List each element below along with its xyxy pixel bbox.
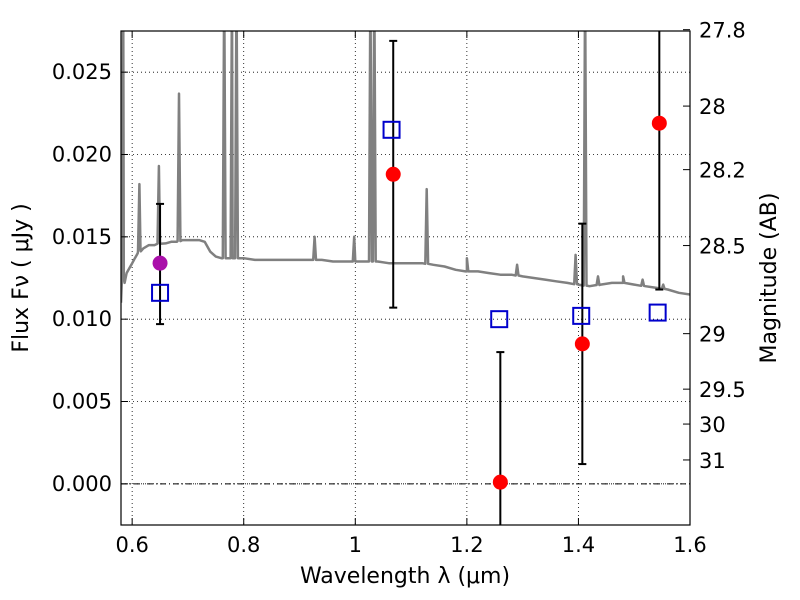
model-photometry-square xyxy=(382,120,401,139)
model-photometry-square xyxy=(648,303,667,322)
plot-frame xyxy=(120,30,691,526)
y-tick-label: 0.025 xyxy=(52,60,112,84)
x-tick-label: 0.8 xyxy=(227,533,260,557)
observed-flux-point xyxy=(385,166,401,182)
y-tick-labels: 0.000 0.005 0.010 0.015 0.020 0.025 xyxy=(52,60,112,496)
y-tick-label: 0.010 xyxy=(52,307,112,331)
observed-flux-points xyxy=(152,115,667,490)
x-tick-label: 1 xyxy=(349,533,362,557)
model-photometry-squares xyxy=(151,120,667,329)
observed-flux-point xyxy=(492,474,508,490)
magnitude-tick-labels: 27.8 28 28.2 28.5 29 29.5 30 31 xyxy=(699,19,746,473)
error-bars xyxy=(156,31,664,525)
magnitude-tick-label: 31 xyxy=(699,449,726,473)
magnitude-tick-label: 27.8 xyxy=(699,19,746,43)
model-spectrum-line xyxy=(121,31,690,303)
x-tick-label: 1.6 xyxy=(673,533,706,557)
magnitude-tick-label: 29 xyxy=(699,323,726,347)
x-tick-label: 0.6 xyxy=(115,533,148,557)
x-axis-label: Wavelength λ (μm) xyxy=(300,564,510,589)
axis-ticks xyxy=(121,29,691,525)
observed-flux-point xyxy=(574,336,590,352)
model-photometry-square xyxy=(151,283,170,302)
y-tick-label: 0.015 xyxy=(52,225,112,249)
y-tick-label: 0.000 xyxy=(52,472,112,496)
observed-flux-point xyxy=(651,115,667,131)
y-tick-label: 0.020 xyxy=(52,143,112,167)
grid-lines xyxy=(121,31,691,525)
observed-flux-point xyxy=(152,255,168,271)
x-tick-label: 1.4 xyxy=(562,533,595,557)
model-photometry-square xyxy=(490,310,509,329)
magnitude-tick-label: 29.5 xyxy=(699,378,746,402)
magnitude-tick-label: 28.2 xyxy=(699,159,746,183)
model-photometry-square xyxy=(572,306,591,325)
magnitude-tick-label: 30 xyxy=(699,413,726,437)
y-axis-label: Flux Fν ( μJy ) xyxy=(9,203,34,352)
magnitude-tick-label: 28.5 xyxy=(699,235,746,259)
magnitude-tick-label: 28 xyxy=(699,95,726,119)
y-tick-label: 0.005 xyxy=(52,390,112,414)
magnitude-axis-label: Magnitude (AB) xyxy=(757,193,782,364)
x-tick-label: 1.2 xyxy=(450,533,483,557)
x-tick-labels: 0.6 0.8 1 1.2 1.4 1.6 xyxy=(115,533,706,557)
plot-area xyxy=(121,31,690,525)
